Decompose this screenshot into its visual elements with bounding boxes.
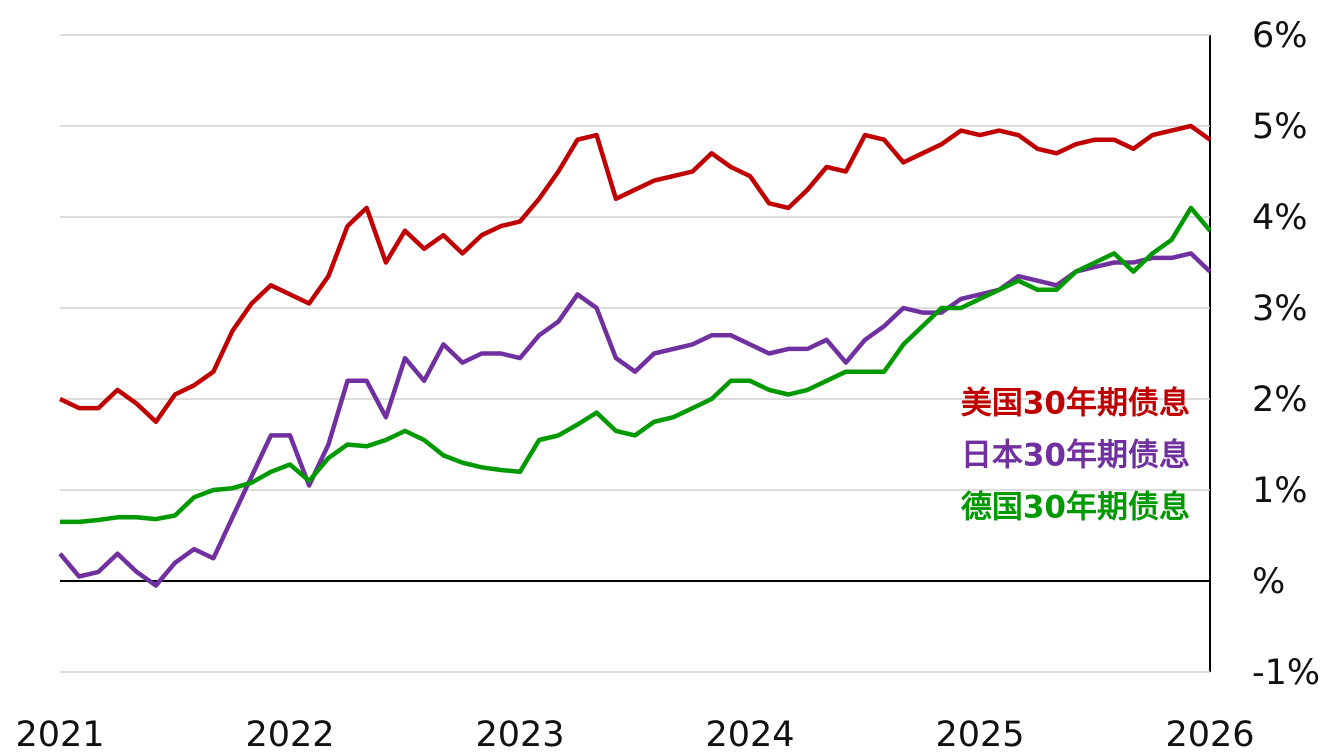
x-tick-label: 2023	[475, 715, 564, 755]
y-tick-label: 6%	[1252, 16, 1308, 56]
y-tick-label: 5%	[1252, 107, 1308, 147]
x-tick-label: 2024	[705, 715, 794, 755]
y-tick-label: 1%	[1252, 471, 1308, 511]
y-tick-label: 4%	[1252, 198, 1308, 238]
legend-label: 德国30年期债息	[961, 490, 1190, 526]
x-tick-label: 2026	[1165, 715, 1254, 755]
series-line	[58, 251, 1212, 588]
y-tick-label: %	[1252, 562, 1285, 602]
series-line	[60, 205, 1212, 525]
legend-label: 美国30年期债息	[961, 386, 1190, 422]
x-tick-label: 2022	[245, 715, 334, 755]
y-tick-label: 3%	[1252, 289, 1308, 329]
series-line	[59, 123, 1212, 425]
y-tick-label: -1%	[1252, 653, 1320, 693]
legend-label: 日本30年期债息	[961, 438, 1190, 474]
x-tick-label: 2021	[15, 715, 104, 755]
y-tick-label: 2%	[1252, 380, 1308, 420]
x-tick-label: 2025	[935, 715, 1024, 755]
